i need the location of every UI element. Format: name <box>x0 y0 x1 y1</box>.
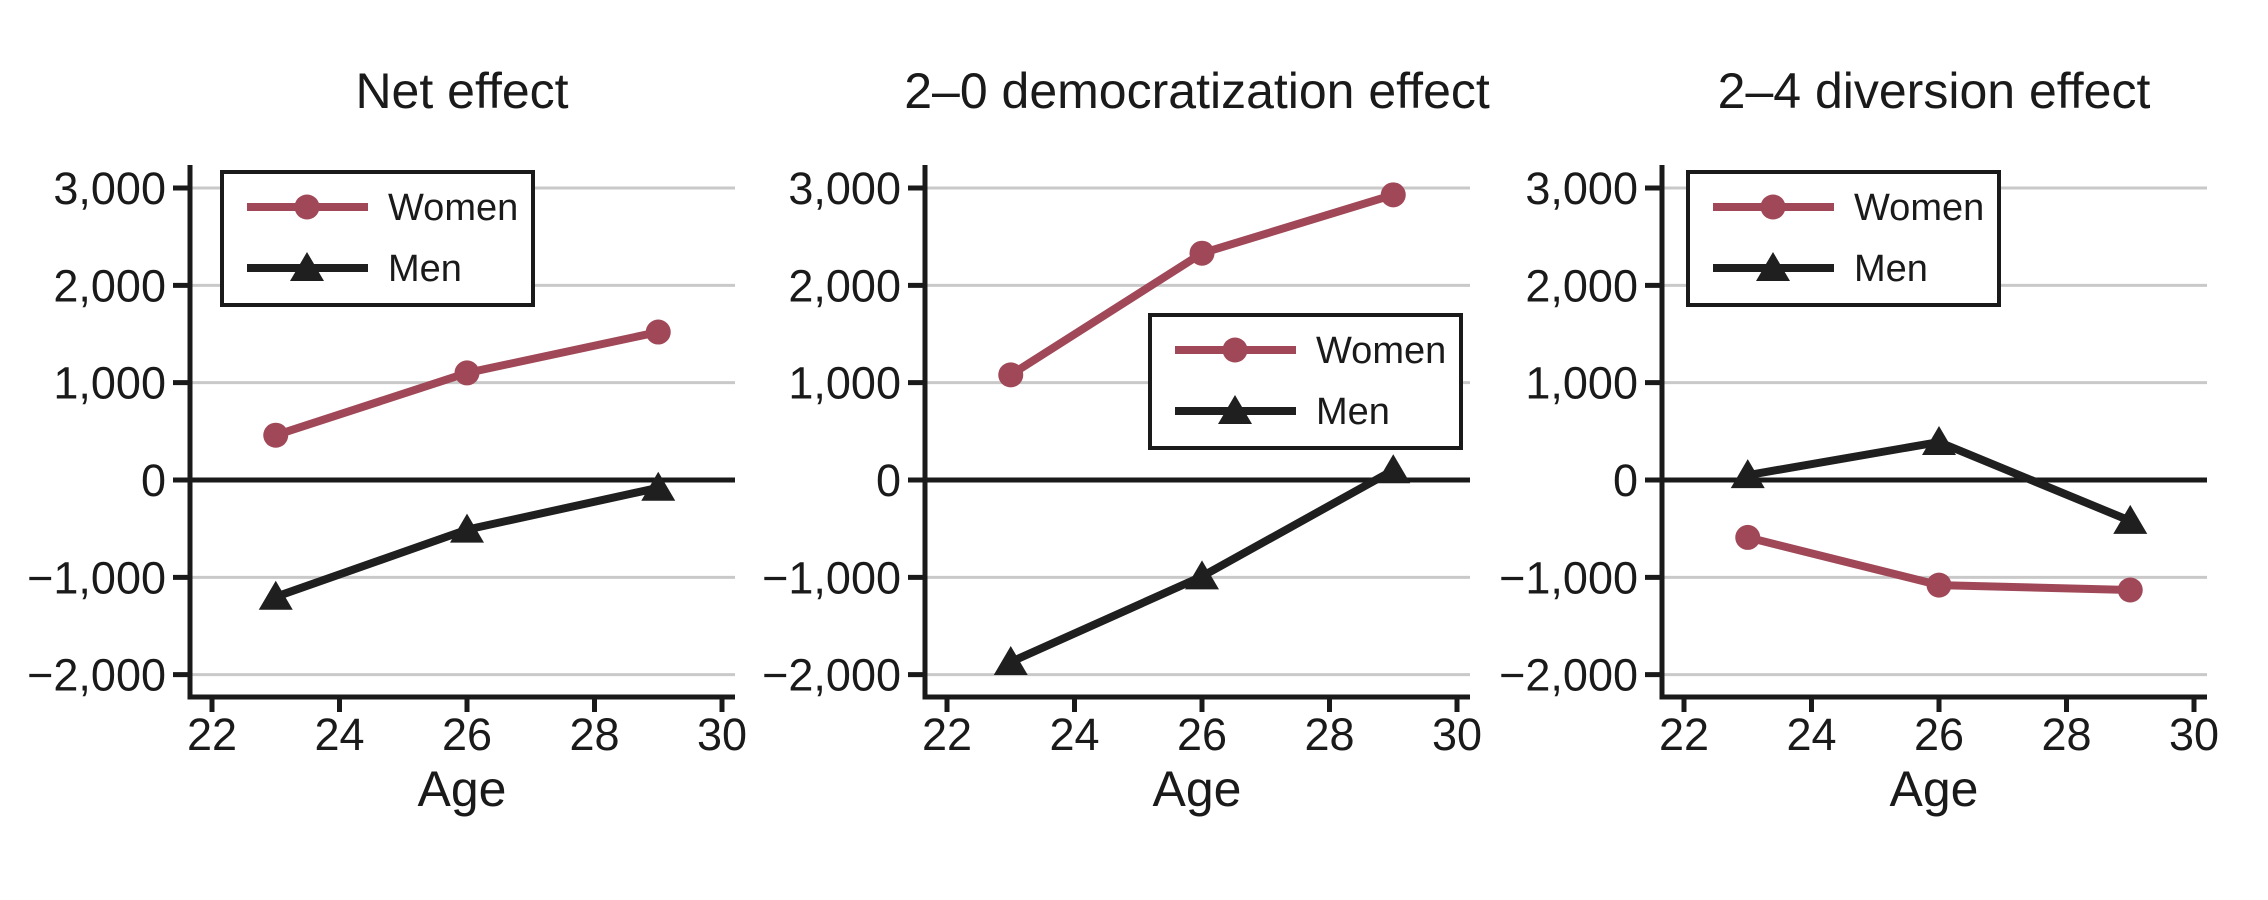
men-marker-age-29 <box>641 471 676 501</box>
legend-marker-men <box>1218 395 1252 424</box>
y-tick-label--1000: −1,000 <box>1499 552 1638 603</box>
panel-diversion-effect: 3,000 2,000 1,000 0 −1,000 −2,000 22 24 26 28 30 Wo… <box>1499 163 2219 760</box>
y-tick-label-3000: 3,000 <box>53 163 166 214</box>
x-axis-label-age-panel-3: Age <box>1890 761 1979 817</box>
panel-net-effect: 3,000 2,000 1,000 0 −1,000 −2,000 22 24 26 28 30 Wo… <box>27 163 747 760</box>
women-marker-age-23 <box>263 422 289 448</box>
y-tick-label-1000: 1,000 <box>53 358 166 409</box>
men-marker-age-23 <box>993 646 1028 676</box>
x-tick-label-24: 24 <box>1049 709 1099 760</box>
legend-marker-men <box>1756 252 1790 281</box>
men-marker-age-26 <box>1185 560 1219 590</box>
x-tick-label-30: 30 <box>1432 709 1482 760</box>
panel-title-diversion-effect: 2–4 diversion effect <box>1718 63 2151 119</box>
legend: Women Men <box>220 170 535 307</box>
x-tick-label-22: 22 <box>187 709 237 760</box>
women-marker-age-29 <box>1380 182 1406 208</box>
legend-label-men: Men <box>1854 248 1928 290</box>
men-marker-age-23 <box>1730 459 1765 489</box>
y-tick-label--2000: −2,000 <box>762 650 901 701</box>
y-tick-label--2000: −2,000 <box>27 650 166 701</box>
men-marker-age-26 <box>1922 426 1956 456</box>
y-tick-label-3000: 3,000 <box>1525 163 1638 214</box>
women-marker-age-29 <box>2117 577 2143 603</box>
x-tick-label-24: 24 <box>314 709 364 760</box>
men-marker-age-26 <box>450 513 484 543</box>
x-tick-label-30: 30 <box>2169 709 2219 760</box>
legend-box <box>1686 170 2001 307</box>
panel-title-democratization-effect: 2–0 democratization effect <box>904 63 1490 119</box>
legend-marker-women <box>294 194 320 220</box>
x-axis-label-age-panel-1: Age <box>418 761 507 817</box>
x-tick-label-22: 22 <box>1659 709 1709 760</box>
x-tick-label-30: 30 <box>697 709 747 760</box>
y-tick-label-0: 0 <box>876 455 901 506</box>
women-marker-age-26 <box>1189 240 1215 266</box>
legend-label-men: Men <box>1316 391 1390 433</box>
women-marker-age-23 <box>998 362 1024 388</box>
x-tick-label-26: 26 <box>1177 709 1227 760</box>
legend-marker-women <box>1760 194 1786 220</box>
x-tick-label-26: 26 <box>1914 709 1964 760</box>
y-tick-label-0: 0 <box>1613 455 1638 506</box>
y-tick-label-2000: 2,000 <box>788 260 901 311</box>
y-tick-label-1000: 1,000 <box>1525 358 1638 409</box>
y-tick-label-3000: 3,000 <box>788 163 901 214</box>
y-tick-label-2000: 2,000 <box>1525 260 1638 311</box>
x-tick-label-22: 22 <box>922 709 972 760</box>
legend-label-women: Women <box>388 187 518 229</box>
y-tick-label-0: 0 <box>141 455 166 506</box>
women-marker-age-23 <box>1735 524 1761 550</box>
y-tick-label-1000: 1,000 <box>788 358 901 409</box>
legend-box <box>1148 313 1463 450</box>
x-tick-label-28: 28 <box>569 709 619 760</box>
y-tick-label--2000: −2,000 <box>1499 650 1638 701</box>
legend-marker-men <box>290 252 324 281</box>
women-marker-age-26 <box>1926 572 1952 598</box>
legend-label-men: Men <box>388 248 462 290</box>
y-tick-label--1000: −1,000 <box>762 552 901 603</box>
x-tick-label-24: 24 <box>1786 709 1836 760</box>
panel-title-net-effect: Net effect <box>355 63 568 119</box>
legend: Women Men <box>1148 313 1463 450</box>
men-marker-age-29 <box>1376 454 1411 484</box>
legend: Women Men <box>1686 170 2001 307</box>
legend-marker-women <box>1222 337 1248 363</box>
women-marker-age-29 <box>645 319 671 345</box>
x-axis-label-age-panel-2: Age <box>1153 761 1242 817</box>
men-marker-age-29 <box>2113 504 2148 534</box>
legend-box <box>220 170 535 307</box>
legend-label-women: Women <box>1854 187 1984 229</box>
x-tick-label-28: 28 <box>2041 709 2091 760</box>
panel-democratization-effect: 3,000 2,000 1,000 0 −1,000 −2,000 22 24 26 28 30 Wo… <box>762 163 1482 760</box>
men-marker-age-23 <box>258 580 293 610</box>
legend-label-women: Women <box>1316 330 1446 372</box>
y-tick-label-2000: 2,000 <box>53 260 166 311</box>
y-tick-label--1000: −1,000 <box>27 552 166 603</box>
women-marker-age-26 <box>454 360 480 386</box>
x-tick-label-26: 26 <box>442 709 492 760</box>
x-tick-label-28: 28 <box>1304 709 1354 760</box>
